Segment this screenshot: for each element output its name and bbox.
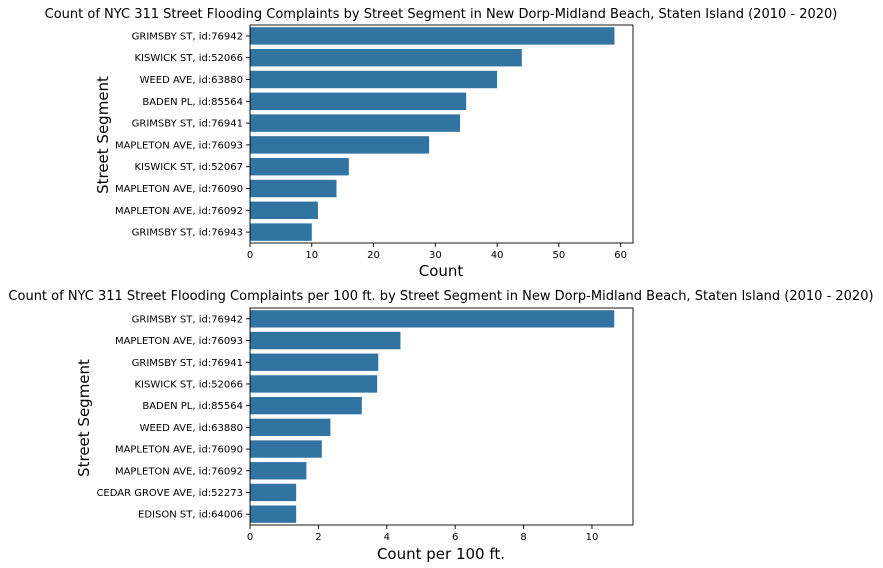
category-label: MAPLETON AVE, id:76093 bbox=[115, 336, 243, 347]
category-label: GRIMSBY ST, id:76941 bbox=[132, 358, 243, 369]
category-label: EDISON ST, id:64006 bbox=[138, 510, 243, 521]
x-ticks: 0 10 20 30 40 50 60 bbox=[247, 243, 627, 261]
x-tick-label: 60 bbox=[614, 250, 627, 261]
bar bbox=[250, 114, 461, 132]
x-tick-label: 0 bbox=[247, 532, 253, 543]
bar bbox=[250, 310, 615, 328]
bar bbox=[250, 157, 349, 176]
bar bbox=[250, 375, 378, 393]
bar bbox=[250, 27, 615, 45]
category-label: WEED AVE, id:63880 bbox=[140, 423, 243, 434]
y-axis-label: Street Segment bbox=[75, 359, 93, 477]
category-label: MAPLETON AVE, id:76090 bbox=[115, 445, 243, 456]
bar bbox=[250, 440, 322, 458]
category-labels: GRIMSBY ST, id:76942 MAPLETON AVE, id:760… bbox=[96, 314, 250, 521]
category-label: GRIMSBY ST, id:76943 bbox=[132, 228, 243, 239]
category-label: GRIMSBY ST, id:76942 bbox=[132, 314, 243, 325]
category-label: MAPLETON AVE, id:76092 bbox=[115, 466, 243, 477]
x-tick-label: 8 bbox=[520, 532, 526, 543]
category-label: GRIMSBY ST, id:76942 bbox=[132, 31, 243, 42]
chart-title: Count of NYC 311 Street Flooding Complai… bbox=[45, 7, 838, 22]
category-label: GRIMSBY ST, id:76941 bbox=[132, 119, 243, 130]
chart-bottom: Count of NYC 311 Street Flooding Complai… bbox=[8, 289, 873, 563]
category-label: KISWICK ST, id:52066 bbox=[134, 379, 243, 390]
category-label: CEDAR GROVE AVE, id:52273 bbox=[96, 488, 243, 499]
x-tick-label: 4 bbox=[384, 532, 390, 543]
category-label: MAPLETON AVE, id:76092 bbox=[115, 206, 243, 217]
category-label: MAPLETON AVE, id:76090 bbox=[115, 184, 243, 195]
bar bbox=[250, 92, 467, 111]
category-label: WEED AVE, id:63880 bbox=[140, 75, 243, 86]
x-tick-label: 2 bbox=[315, 532, 321, 543]
plot-frame bbox=[249, 24, 634, 244]
x-ticks: 0 2 4 6 8 10 bbox=[247, 525, 599, 543]
bar bbox=[250, 331, 401, 350]
x-tick-label: 30 bbox=[429, 250, 442, 261]
bar bbox=[250, 396, 362, 415]
bar bbox=[250, 505, 297, 523]
bar bbox=[250, 353, 379, 371]
bar-series bbox=[250, 310, 615, 523]
bar bbox=[250, 418, 331, 437]
bar bbox=[250, 223, 312, 241]
bar bbox=[250, 70, 498, 89]
bar-series bbox=[250, 27, 615, 241]
bar bbox=[250, 48, 522, 67]
chart-top: Count of NYC 311 Street Flooding Complai… bbox=[45, 7, 838, 280]
plot-frame bbox=[249, 307, 634, 526]
bar bbox=[250, 201, 318, 220]
chart-title: Count of NYC 311 Street Flooding Complai… bbox=[8, 289, 873, 304]
x-tick-label: 40 bbox=[491, 250, 504, 261]
x-axis-label: Count per 100 ft. bbox=[377, 545, 505, 563]
bar bbox=[250, 462, 307, 480]
category-label: MAPLETON AVE, id:76093 bbox=[115, 140, 243, 151]
x-tick-label: 0 bbox=[247, 250, 253, 261]
category-labels: GRIMSBY ST, id:76942 KISWICK ST, id:52066… bbox=[115, 31, 250, 239]
category-label: KISWICK ST, id:52066 bbox=[134, 53, 243, 64]
x-tick-label: 50 bbox=[553, 250, 566, 261]
category-label: BADEN PL, id:85564 bbox=[142, 97, 243, 108]
bar bbox=[250, 136, 430, 154]
y-axis-label: Street Segment bbox=[94, 76, 112, 194]
bar bbox=[250, 179, 337, 198]
x-tick-label: 10 bbox=[586, 532, 599, 543]
category-label: KISWICK ST, id:52067 bbox=[134, 162, 243, 173]
bar bbox=[250, 483, 297, 502]
x-tick-label: 20 bbox=[367, 250, 380, 261]
x-axis-label: Count bbox=[419, 262, 464, 280]
x-tick-label: 10 bbox=[305, 250, 318, 261]
x-tick-label: 6 bbox=[452, 532, 458, 543]
category-label: BADEN PL, id:85564 bbox=[142, 401, 243, 412]
